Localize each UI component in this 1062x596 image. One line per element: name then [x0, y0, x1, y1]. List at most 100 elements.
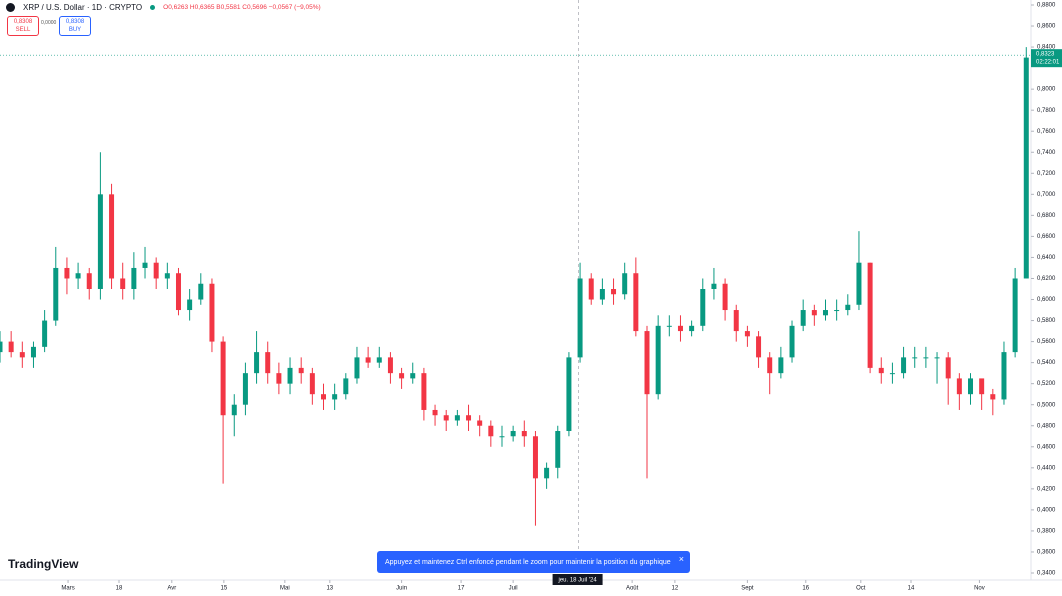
y-tick-label: 0,5200: [1037, 381, 1056, 387]
y-tick-label: 0,7400: [1037, 150, 1056, 156]
candle-body: [945, 357, 951, 379]
candle-body: [153, 262, 159, 279]
y-tick-label: 0,7600: [1037, 129, 1056, 135]
candle-body: [30, 346, 36, 358]
candle-body: [968, 378, 974, 395]
candle-body: [644, 331, 650, 395]
y-tick-label: 0,7000: [1037, 192, 1056, 198]
buy-price: 0,8308: [65, 19, 85, 25]
candle-body: [811, 310, 817, 316]
candle-body: [789, 325, 795, 358]
candle-body: [142, 262, 148, 268]
candle-body: [164, 273, 170, 279]
y-tick-label: 0,3800: [1037, 529, 1056, 535]
candle-body: [834, 310, 840, 312]
x-tick-label: 14: [908, 586, 915, 592]
y-tick-label: 0,4000: [1037, 507, 1056, 513]
y-tick-label: 0,5400: [1037, 360, 1056, 366]
candle-body: [956, 378, 962, 395]
candle-body: [822, 310, 828, 316]
x-tick-label: Juin: [396, 586, 407, 592]
candle-body: [399, 373, 405, 379]
candle-body: [733, 310, 739, 332]
candle-body: [577, 278, 583, 358]
candle-body: [856, 262, 862, 305]
candle-body: [410, 373, 416, 379]
candle-body: [778, 357, 784, 374]
candle-body: [365, 357, 371, 363]
y-tick-label: 0,4200: [1037, 486, 1056, 492]
x-tick-label: Oct: [856, 586, 866, 592]
candle-body: [912, 357, 918, 359]
candle-body: [187, 299, 193, 311]
candle-body: [611, 289, 617, 295]
candle-body: [477, 420, 483, 426]
toast-text: Appuyez et maintenez Ctrl enfoncé pendan…: [385, 558, 671, 566]
y-tick-label: 0,8600: [1037, 24, 1056, 30]
candle-body: [343, 378, 349, 395]
y-tick-label: 0,6600: [1037, 234, 1056, 240]
y-tick-label: 0,6800: [1037, 213, 1056, 219]
last-price-bg: [1031, 49, 1062, 68]
candle-body: [800, 310, 806, 326]
x-tick-label: 13: [326, 586, 333, 592]
candle-body: [466, 415, 472, 421]
toast-close[interactable]: ×: [678, 554, 684, 564]
x-tick-label: Mai: [280, 586, 290, 592]
sell-label: SELL: [15, 27, 31, 33]
buy-button[interactable]: 0,8308 BUY: [59, 16, 91, 36]
candle-body: [354, 357, 360, 379]
candle-body: [700, 289, 706, 326]
candle-body: [1012, 278, 1018, 353]
x-tick-label: 15: [221, 586, 228, 592]
candle-body: [1001, 352, 1007, 400]
candle-body: [655, 325, 661, 395]
y-tick-label: 0,5000: [1037, 402, 1056, 408]
candle-body: [231, 404, 237, 416]
y-tick-label: 0,3400: [1037, 571, 1056, 577]
candle-body: [332, 394, 338, 400]
y-tick-label: 0,6400: [1037, 255, 1056, 261]
status-dot: [150, 5, 156, 10]
candle-body: [588, 278, 594, 300]
y-tick-label: 0,4800: [1037, 423, 1056, 429]
candle-body: [555, 431, 561, 468]
candle-body: [767, 357, 773, 374]
candle-body: [722, 283, 728, 311]
candle-body: [432, 409, 438, 416]
y-tick-label: 0,5800: [1037, 318, 1056, 324]
candle-body: [421, 373, 427, 410]
candle-body: [220, 341, 226, 416]
candle-body: [298, 367, 304, 374]
y-tick-label: 0,6200: [1037, 276, 1056, 282]
y-tick-label: 0,5600: [1037, 339, 1056, 345]
symbol-icon: [6, 3, 15, 12]
y-tick-label: 0,3600: [1037, 550, 1056, 556]
candle-body: [0, 341, 3, 353]
candle-body: [109, 194, 115, 279]
candle-body: [677, 325, 683, 332]
x-tick-label: 18: [116, 586, 123, 592]
y-tick-label: 0,8800: [1037, 3, 1056, 9]
candle-body: [276, 373, 282, 384]
spread: 0,0000: [41, 20, 57, 26]
candle-body: [711, 283, 717, 289]
countdown-label: 02:22:01: [1036, 59, 1060, 65]
symbol[interactable]: XRP / U.S. Dollar · 1D · CRYPTO: [23, 3, 143, 12]
y-tick-label: 0,7200: [1037, 171, 1056, 177]
x-tick-label: Avr: [167, 586, 176, 592]
candle-body: [75, 273, 81, 279]
candle-body: [321, 394, 327, 400]
candle-body: [544, 467, 550, 479]
y-tick-label: 0,8400: [1037, 45, 1056, 51]
candle-body: [901, 357, 907, 374]
candle-body: [878, 367, 884, 374]
candle-body: [566, 357, 572, 431]
candle-body: [990, 394, 996, 400]
header: XRP / U.S. Dollar · 1D · CRYPTO O0,6263 …: [6, 3, 321, 12]
candle-body: [599, 289, 605, 300]
candle-body: [633, 273, 639, 332]
sell-button[interactable]: 0,8308 SELL: [7, 16, 39, 36]
